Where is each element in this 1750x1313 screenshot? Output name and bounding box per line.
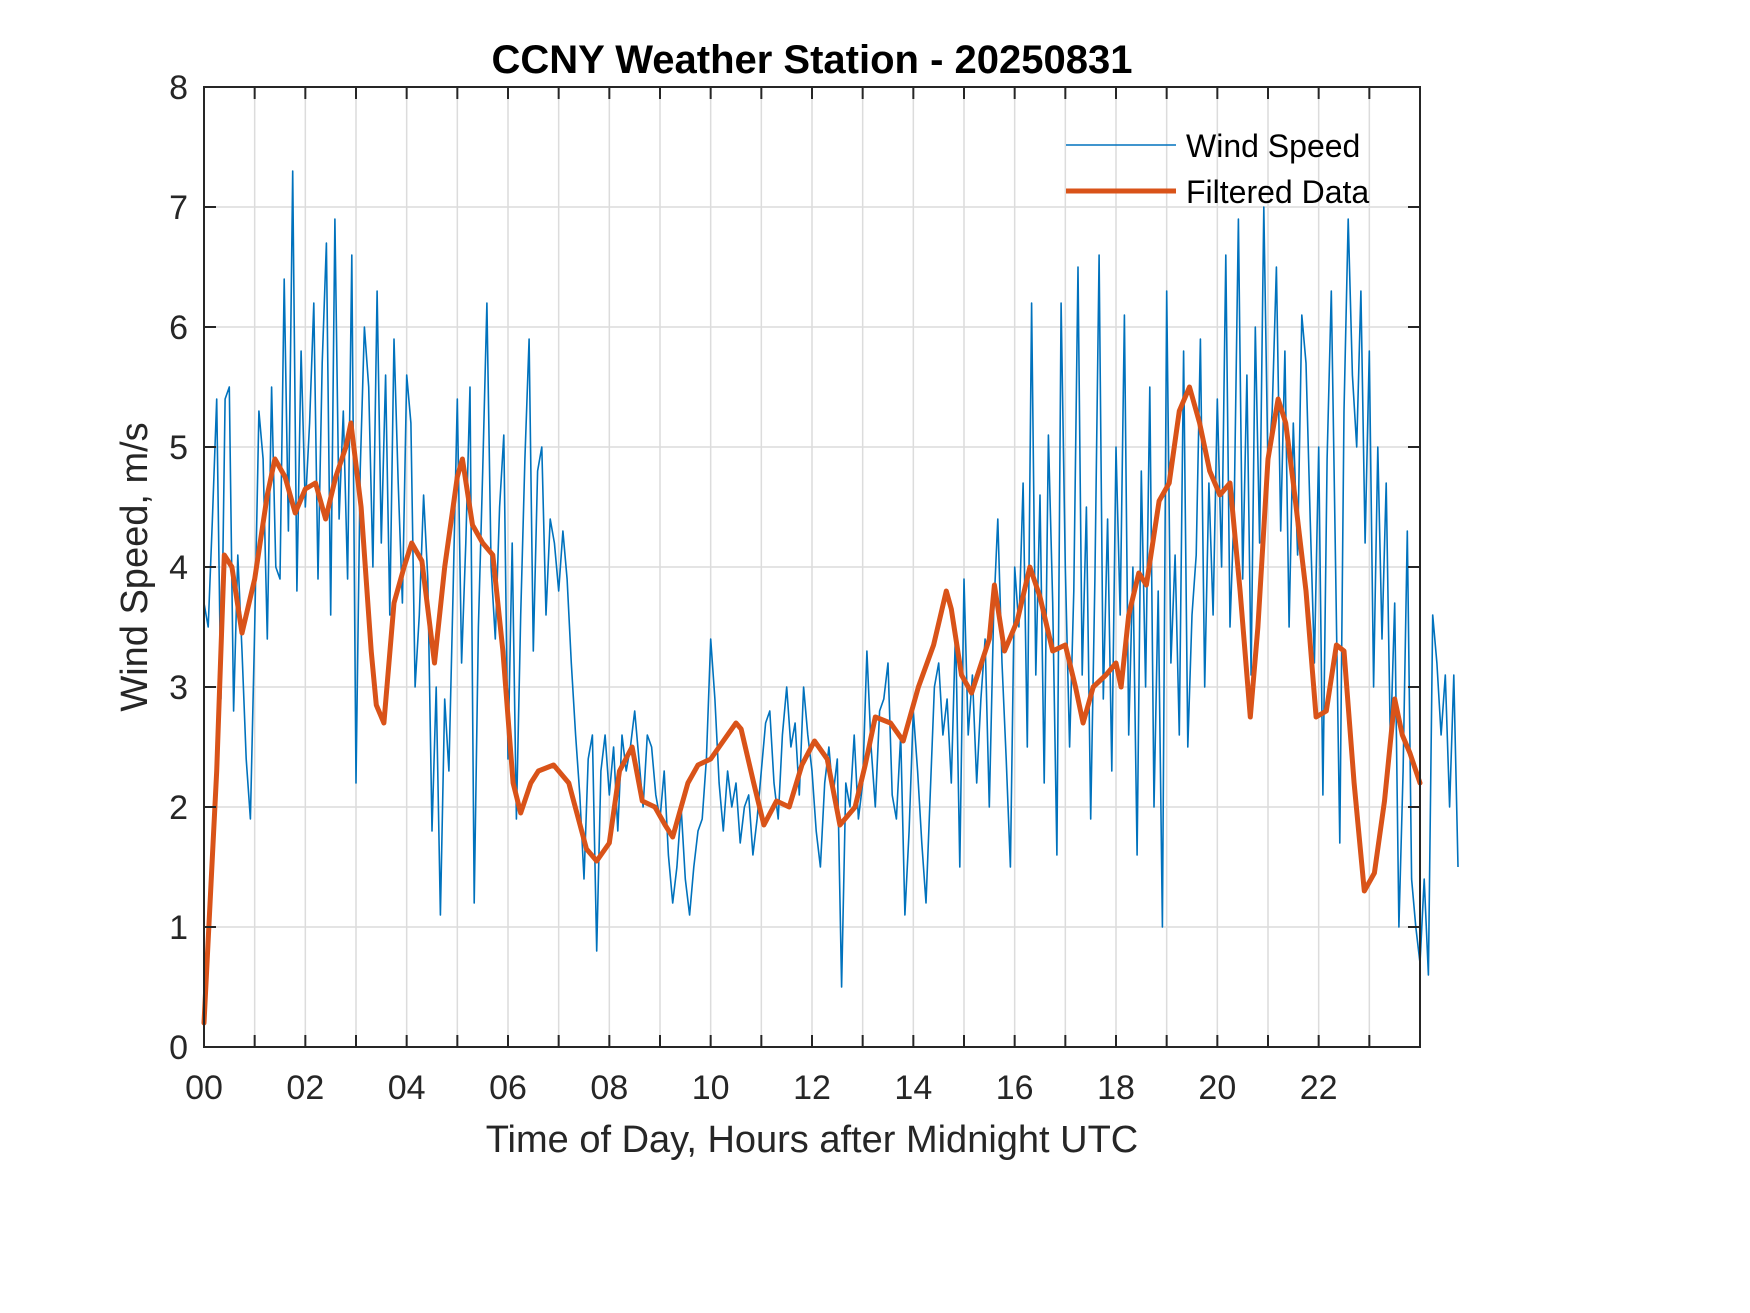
legend-label-filtered-data: Filtered Data	[1186, 174, 1369, 210]
series-line-filtered-data	[201, 384, 1423, 1026]
y-tick-label: 3	[169, 669, 188, 707]
series-line-wind-speed	[203, 170, 1459, 988]
legend-label-wind-speed: Wind Speed	[1186, 128, 1360, 164]
x-tick-label: 06	[489, 1069, 527, 1107]
legend: Wind Speed Filtered Data	[1066, 128, 1369, 210]
y-tick-label: 0	[169, 1029, 188, 1067]
y-tick-label: 6	[169, 309, 188, 347]
y-tick-label: 2	[169, 789, 188, 827]
x-tick-label: 00	[185, 1069, 223, 1107]
y-tick-label: 1	[169, 909, 188, 947]
x-tick-label: 18	[1097, 1069, 1135, 1107]
x-tick-label: 02	[286, 1069, 324, 1107]
x-tick-label: 04	[388, 1069, 426, 1107]
chart-title: CCNY Weather Station - 20250831	[492, 38, 1133, 82]
x-tick-label: 20	[1198, 1069, 1236, 1107]
x-tick-label: 16	[996, 1069, 1034, 1107]
plot-area	[201, 170, 1459, 1026]
x-tick-label: 10	[692, 1069, 730, 1107]
axes-box	[203, 86, 1421, 1048]
y-tick-label: 4	[169, 549, 188, 587]
x-tick-label: 08	[590, 1069, 628, 1107]
y-tick-label: 5	[169, 429, 188, 467]
y-tick-label: 8	[169, 69, 188, 107]
x-tick-label: 22	[1300, 1069, 1338, 1107]
y-tick-label: 7	[169, 189, 188, 227]
x-axis-label: Time of Day, Hours after Midnight UTC	[486, 1119, 1139, 1161]
y-axis-label: Wind Speed, m/s	[114, 422, 156, 711]
x-tick-label: 12	[793, 1069, 831, 1107]
x-tick-label: 14	[894, 1069, 932, 1107]
